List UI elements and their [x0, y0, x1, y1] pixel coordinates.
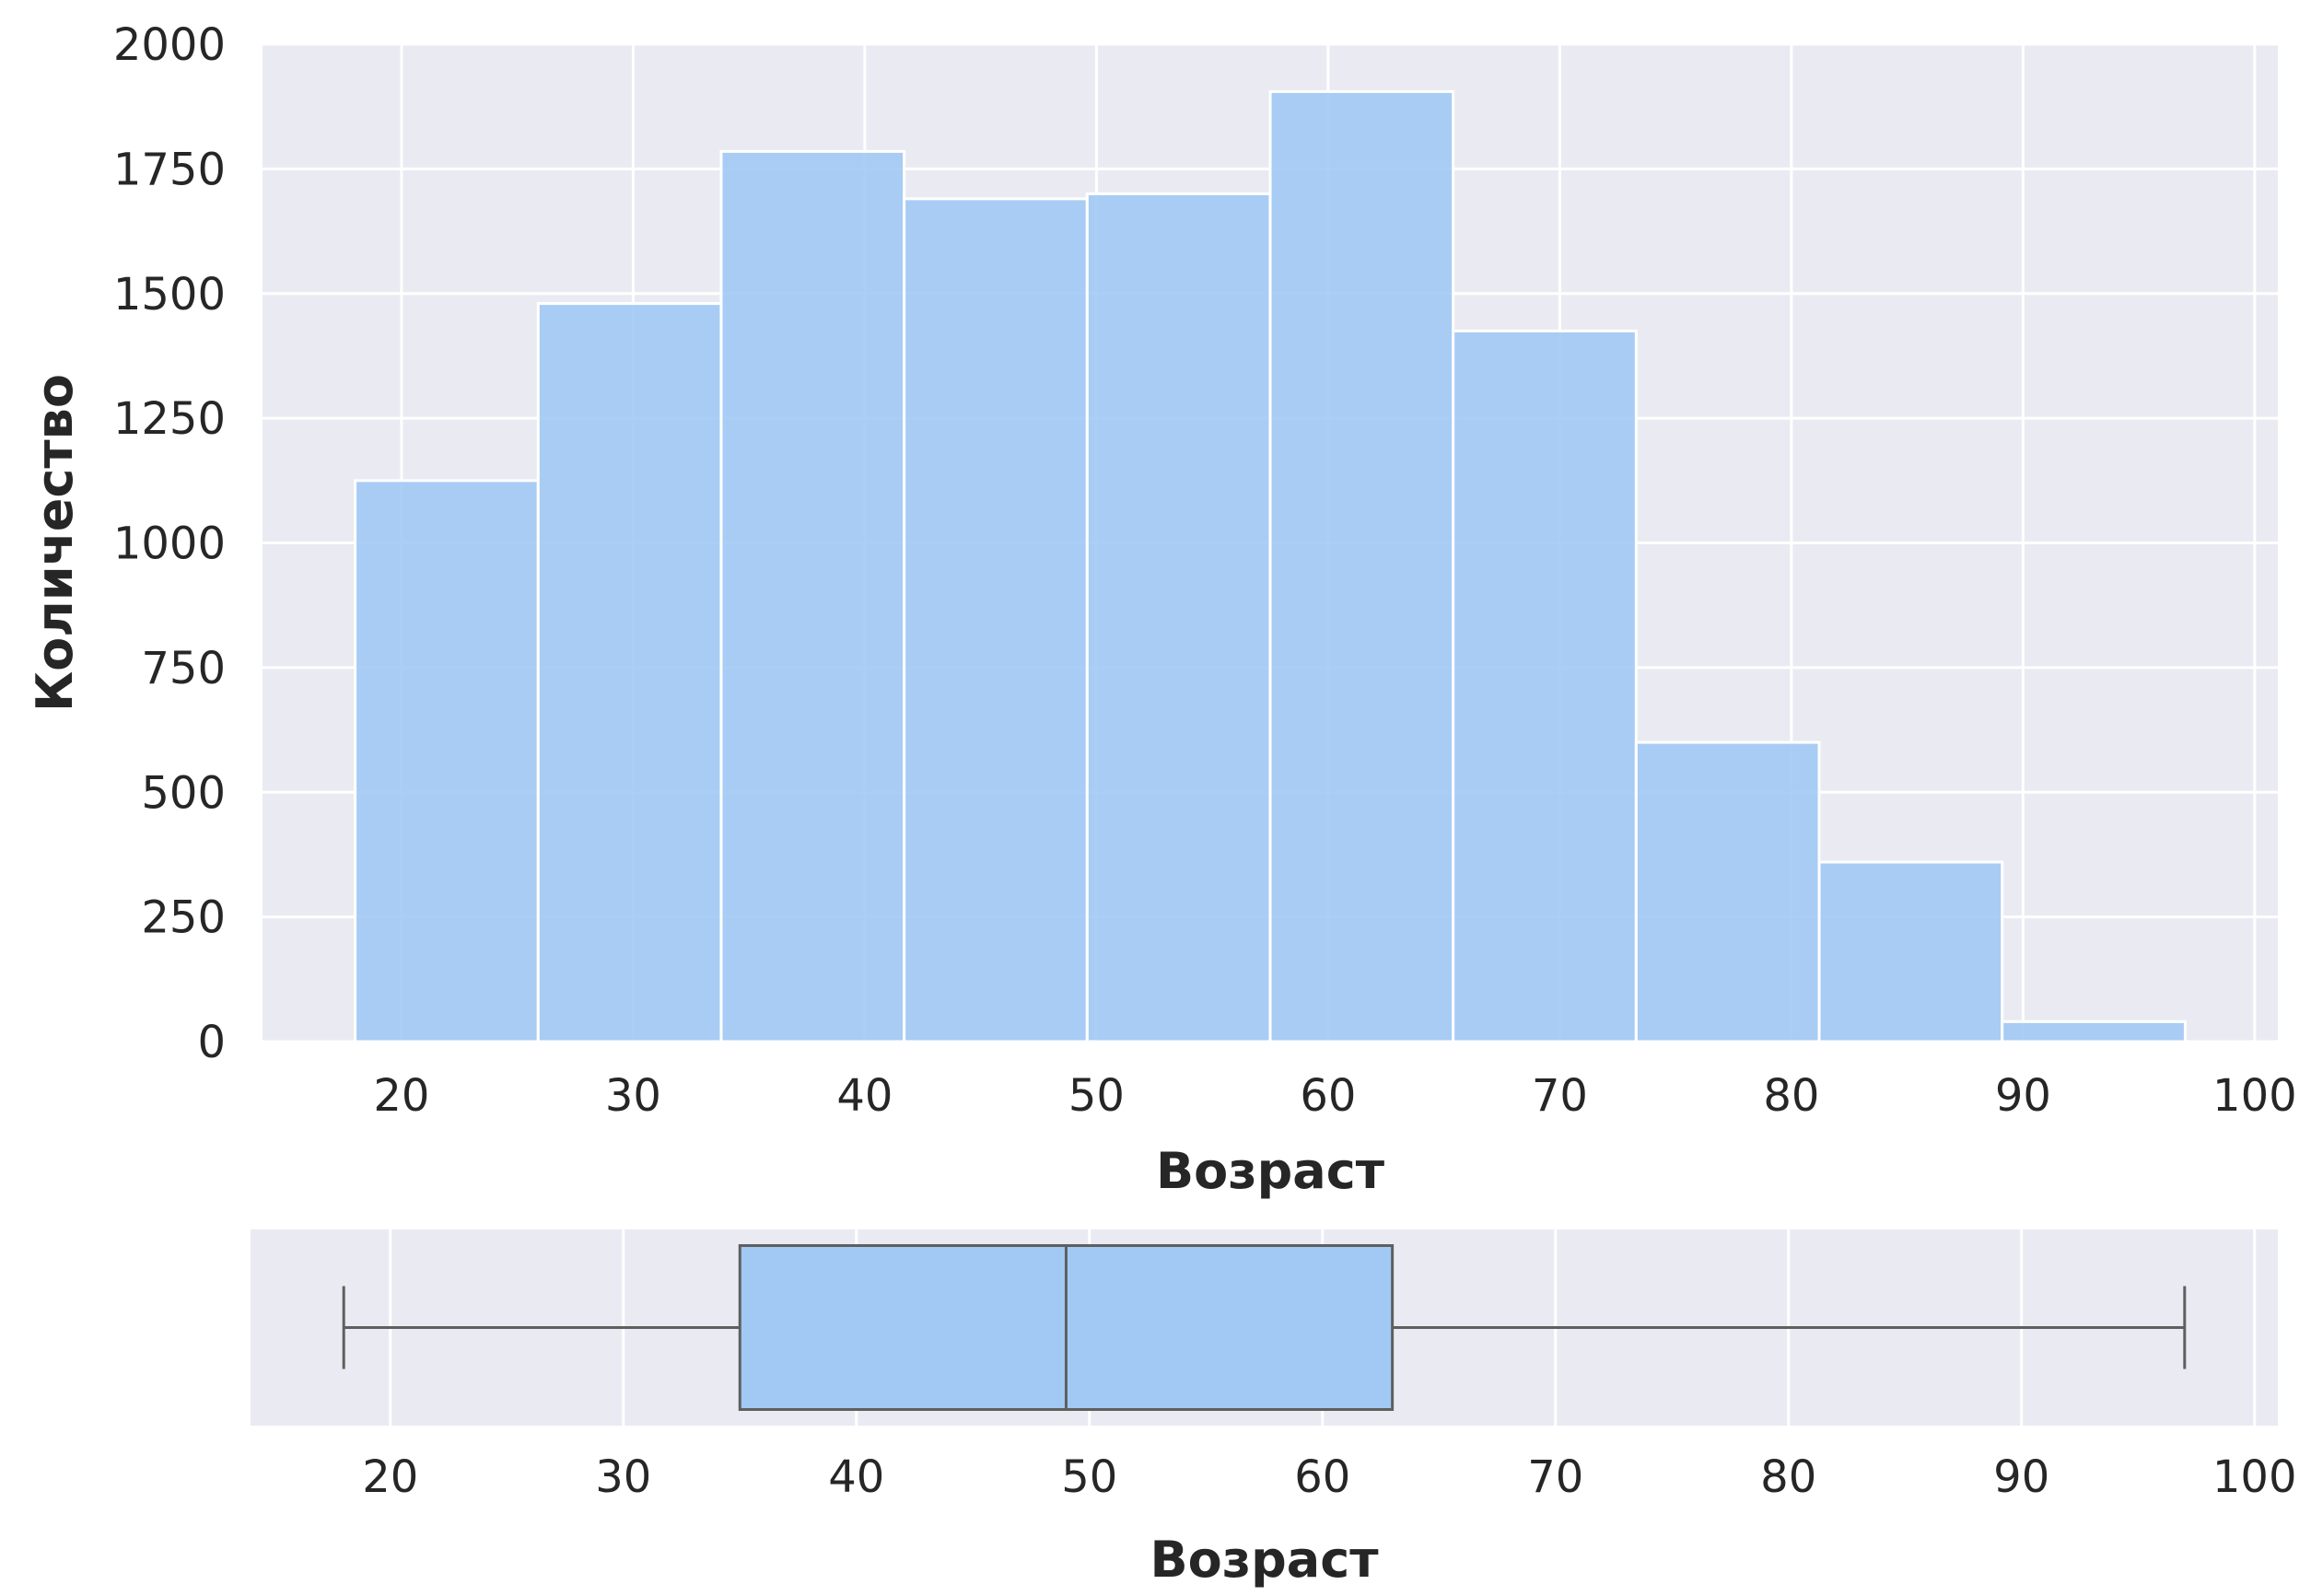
histogram-x-tick-labels: 20 30 40 50 60 70 80 90 100	[373, 1070, 2296, 1122]
histogram-bar-3	[719, 149, 906, 1043]
histogram-x-tick-70: 70	[1532, 1070, 1588, 1122]
histogram-x-tick-20: 20	[373, 1070, 429, 1122]
histogram-y-tick-2000: 2000	[113, 19, 226, 71]
boxplot-x-tick-70: 70	[1527, 1451, 1583, 1503]
histogram-x-axis-label: Возраст	[1156, 1142, 1385, 1200]
boxplot-marks	[342, 1244, 2187, 1411]
histogram-bar-6	[1268, 89, 1455, 1043]
boxplot-x-axis-label: Возраст	[1150, 1531, 1379, 1589]
histogram-bar-2	[536, 302, 723, 1043]
histogram-x-tick-40: 40	[836, 1070, 893, 1122]
boxplot-chart: 20 30 40 50 60 70 80 90 100 Возраст	[251, 1229, 2297, 1589]
histogram-bar-7	[1452, 329, 1638, 1043]
boxplot-x-tick-20: 20	[362, 1451, 418, 1503]
histogram-bar-10	[2001, 1019, 2187, 1043]
histogram-y-tick-500: 500	[141, 767, 226, 819]
boxplot-x-tick-100: 100	[2212, 1451, 2297, 1503]
boxplot-x-tick-labels: 20 30 40 50 60 70 80 90 100	[362, 1451, 2296, 1503]
boxplot-x-tick-80: 80	[1760, 1451, 1816, 1503]
boxplot-x-tick-60: 60	[1294, 1451, 1350, 1503]
histogram-bar-8	[1634, 740, 1821, 1043]
histogram-bar-1	[354, 479, 540, 1043]
histogram-chart: 20 30 40 50 60 70 80 90 100 0 250 500 750 1000 1250 15…	[26, 19, 2297, 1200]
boxplot-x-tick-90: 90	[1993, 1451, 2049, 1503]
histogram-y-tick-1750: 1750	[113, 144, 226, 195]
histogram-y-tick-1250: 1250	[113, 393, 226, 445]
histogram-x-tick-80: 80	[1763, 1070, 1819, 1122]
histogram-x-tick-100: 100	[2212, 1070, 2297, 1122]
histogram-bars	[354, 89, 2187, 1043]
histogram-bar-9	[1817, 860, 2004, 1043]
histogram-y-tick-1000: 1000	[113, 518, 226, 570]
histogram-y-axis-label: Количество	[26, 374, 84, 712]
histogram-y-tick-250: 250	[141, 892, 226, 944]
histogram-x-tick-30: 30	[605, 1070, 661, 1122]
histogram-x-tick-90: 90	[1995, 1070, 2051, 1122]
histogram-y-tick-0: 0	[197, 1017, 226, 1068]
histogram-x-tick-50: 50	[1068, 1070, 1125, 1122]
boxplot-x-tick-50: 50	[1061, 1451, 1117, 1503]
histogram-bar-5	[1085, 192, 1272, 1043]
histogram-y-tick-1500: 1500	[113, 269, 226, 320]
histogram-y-tick-750: 750	[141, 643, 226, 694]
histogram-bar-4	[903, 197, 1089, 1043]
boxplot-x-tick-40: 40	[828, 1451, 884, 1503]
histogram-y-tick-labels: 0 250 500 750 1000 1250 1500 1750 2000	[113, 19, 226, 1068]
boxplot-x-tick-30: 30	[595, 1451, 651, 1503]
histogram-x-tick-60: 60	[1300, 1070, 1356, 1122]
